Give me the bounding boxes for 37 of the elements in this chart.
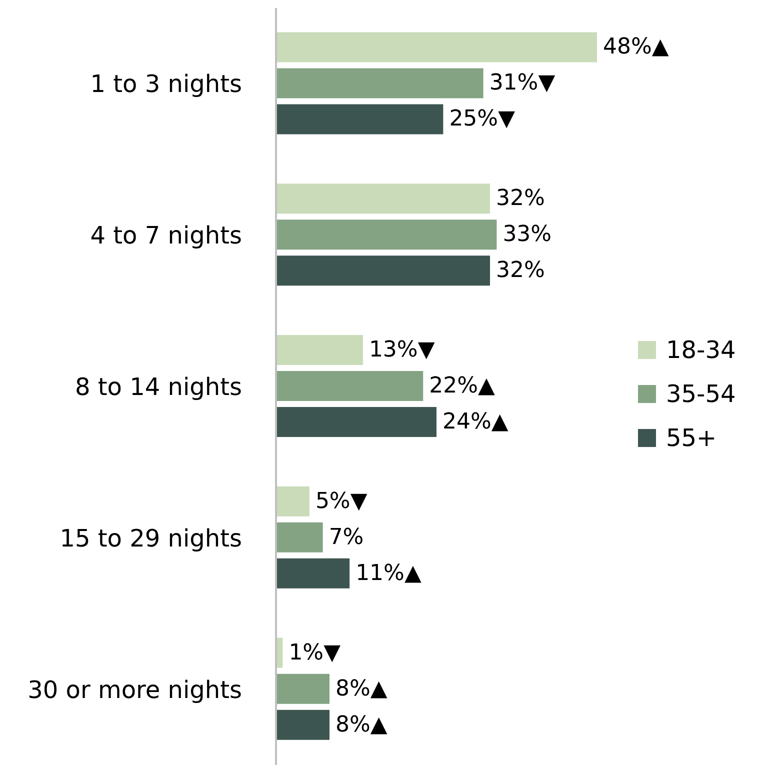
data-label: 32% — [496, 186, 545, 212]
data-label: 33% — [502, 222, 552, 248]
y-tick-label: 8 to 14 nights — [74, 373, 242, 402]
bar — [276, 486, 310, 516]
data-label: 31%▼ — [489, 70, 556, 96]
data-label: 11%▲ — [356, 560, 422, 586]
data-label: 32% — [496, 258, 545, 284]
bar — [276, 522, 323, 552]
bar — [276, 220, 497, 250]
y-tick-label: 4 to 7 nights — [90, 222, 242, 250]
y-tick-label: 15 to 29 nights — [60, 524, 242, 552]
data-label: 25%▼ — [449, 106, 516, 132]
bar — [276, 184, 490, 214]
bar — [276, 32, 597, 62]
data-label: 24%▲ — [442, 410, 508, 435]
data-label: 22%▲ — [429, 374, 496, 399]
data-label: 1%▼ — [288, 640, 341, 666]
bar — [276, 674, 330, 704]
y-tick-label: 1 to 3 nights — [90, 70, 242, 98]
bar — [276, 256, 490, 286]
data-label: 13%▼ — [368, 338, 435, 363]
bar — [276, 371, 424, 402]
data-label: 5%▼ — [315, 488, 368, 514]
data-label: 7% — [328, 524, 364, 550]
bar — [276, 558, 350, 588]
bar — [276, 68, 484, 98]
legend-label: 18-34 — [666, 336, 736, 364]
bar — [276, 104, 444, 134]
y-tick-label: 30 or more nights — [28, 676, 242, 704]
bar — [276, 407, 436, 438]
legend-label: 35-54 — [666, 380, 736, 408]
data-label: 48%▲ — [603, 34, 669, 60]
data-label: 8%▲ — [336, 676, 388, 702]
bar — [276, 710, 330, 740]
legend-label: 55+ — [666, 424, 717, 452]
data-label: 8%▲ — [336, 712, 388, 738]
bar — [276, 335, 363, 366]
